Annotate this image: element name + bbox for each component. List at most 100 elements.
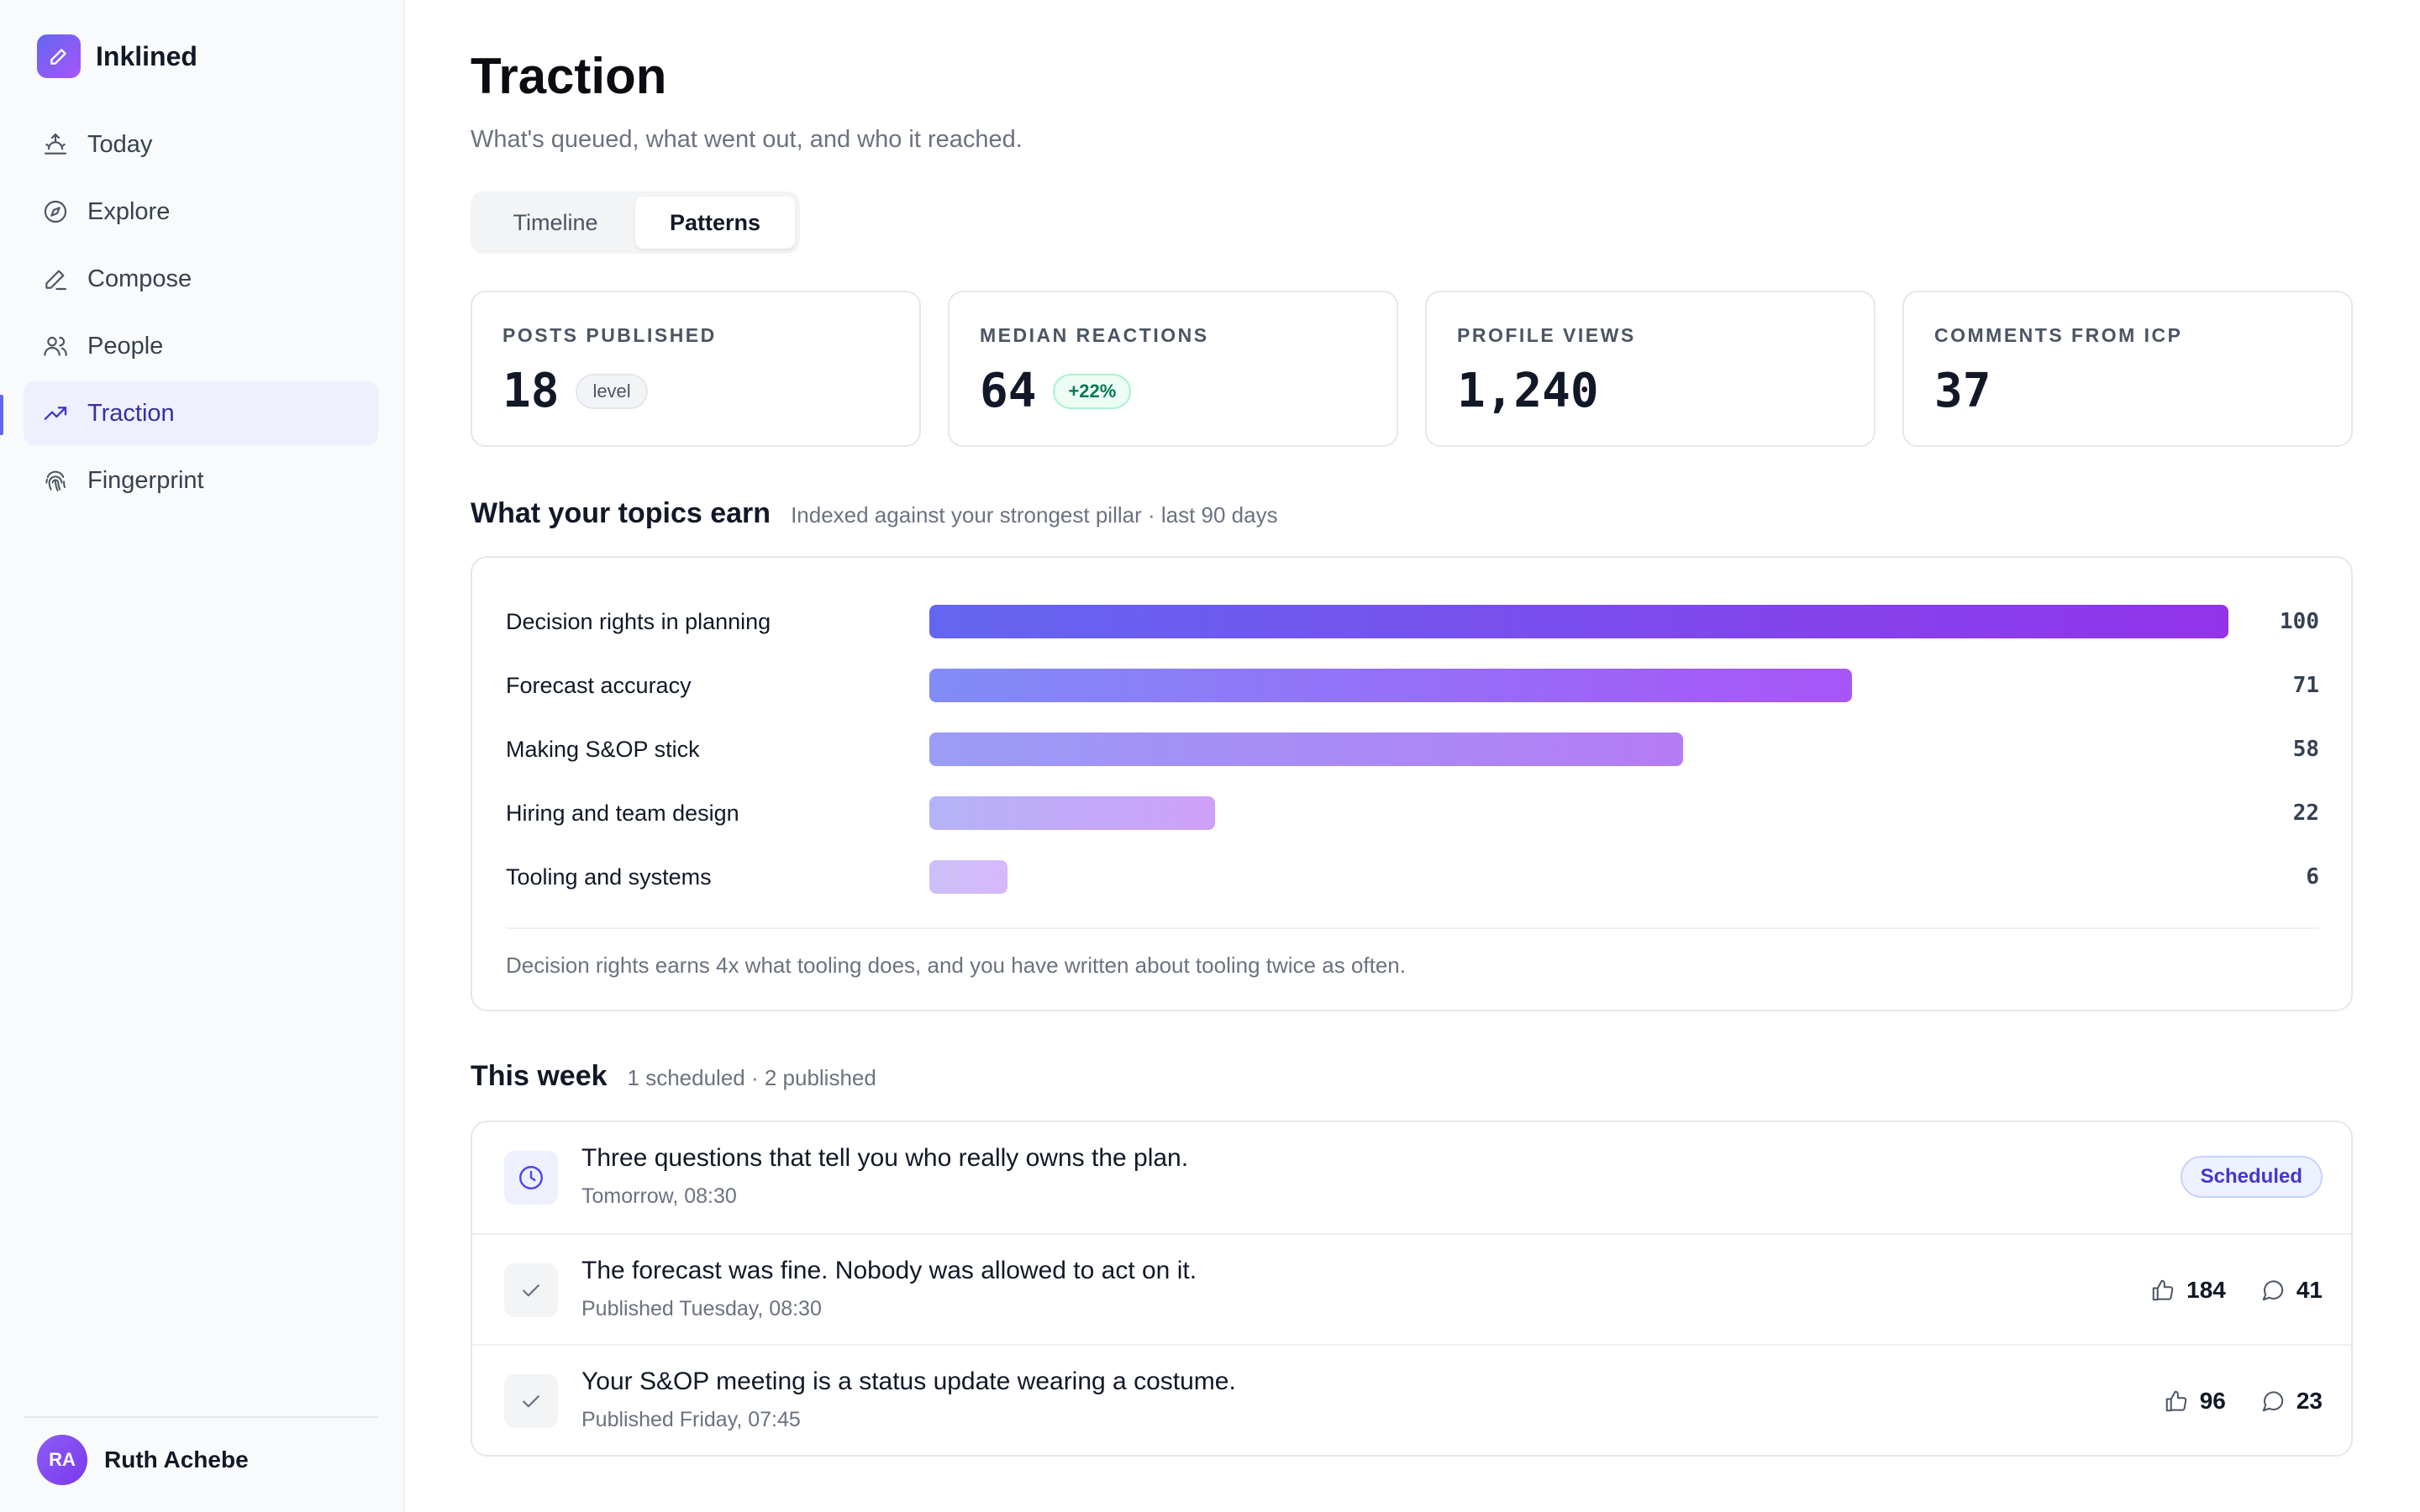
sidebar-item-today[interactable]: Today: [24, 113, 378, 176]
bar-value-label: 100: [2280, 609, 2319, 634]
trending-up-icon: [40, 398, 71, 428]
comments-count: 23: [2296, 1388, 2323, 1414]
bar-label: Making S&OP stick: [506, 737, 700, 762]
sunrise-icon: [40, 129, 71, 160]
post-metrics: 96 23: [2163, 1383, 2323, 1420]
comments-metric: 23: [2260, 1388, 2323, 1415]
status-badge: level: [576, 373, 648, 409]
likes-metric: 184: [2149, 1277, 2226, 1304]
sidebar-item-compose[interactable]: Compose: [24, 247, 378, 311]
bar-track: [929, 732, 2228, 766]
post-title: The forecast was fine. Nobody was allowe…: [581, 1257, 1197, 1284]
stat-card-median-reactions: MEDIAN REACTIONS 64 +22%: [948, 291, 1398, 447]
sidebar-item-people[interactable]: People: [24, 314, 378, 378]
bar-value-label: 71: [2292, 673, 2319, 698]
bar-track: [929, 669, 2228, 702]
week-posts-list: Three questions that tell you who really…: [471, 1121, 2353, 1457]
trend-badge: +22%: [1053, 373, 1132, 409]
sidebar: Inklined Today Explore: [0, 0, 405, 1512]
bar-label: Hiring and team design: [506, 801, 739, 826]
user-name: Ruth Achebe: [104, 1446, 249, 1473]
bar-label: Forecast accuracy: [506, 673, 692, 698]
brand-name: Inklined: [96, 40, 197, 71]
bar: [929, 605, 2228, 638]
fingerprint-icon: [40, 465, 71, 496]
bar: [929, 860, 1007, 894]
sidebar-item-label: People: [87, 332, 164, 360]
thumbs-up-icon: [2163, 1388, 2190, 1415]
topics-chart: Decision rights earns 4x what tooling do…: [471, 556, 2353, 1011]
bar-value-label: 58: [2292, 737, 2319, 762]
bar-value-label: 22: [2292, 801, 2319, 826]
post-title: Three questions that tell you who really…: [581, 1144, 1189, 1172]
sidebar-item-traction[interactable]: Traction: [24, 381, 378, 445]
chart-note: Decision rights earns 4x what tooling do…: [506, 953, 1406, 978]
topics-header: What your topics earn Indexed against yo…: [471, 497, 1278, 530]
likes-metric: 96: [2163, 1388, 2226, 1415]
pen-icon: [40, 264, 71, 294]
comment-icon: [2260, 1388, 2286, 1415]
sidebar-item-explore[interactable]: Explore: [24, 180, 378, 244]
stat-value: 18: [502, 364, 560, 418]
status-badge: Scheduled: [2180, 1156, 2323, 1198]
page-title: Traction: [471, 48, 667, 104]
sidebar-item-label: Explore: [87, 197, 171, 225]
stat-card-comments-from-icp: COMMENTS FROM ICP 37: [1902, 291, 2353, 447]
stat-card-profile-views: PROFILE VIEWS 1,240: [1425, 291, 1876, 447]
week-header: This week 1 scheduled · 2 published: [471, 1060, 876, 1093]
list-item[interactable]: Three questions that tell you who really…: [472, 1122, 2351, 1233]
divider: [24, 1416, 378, 1418]
user-profile[interactable]: RA Ruth Achebe: [37, 1435, 249, 1485]
post-time: Published Friday, 07:45: [581, 1408, 801, 1431]
list-item[interactable]: Your S&OP meeting is a status update wea…: [472, 1344, 2351, 1455]
post-metrics: 184 41: [2149, 1272, 2323, 1309]
sidebar-item-label: Traction: [87, 399, 175, 427]
tab-timeline[interactable]: Timeline: [513, 209, 598, 235]
stat-label: COMMENTS FROM ICP: [1934, 324, 2183, 346]
bar-track: [929, 605, 2228, 638]
page-subtitle: What's queued, what went out, and who it…: [471, 126, 1023, 153]
divider: [506, 927, 2319, 929]
stat-value: 64: [980, 364, 1037, 418]
check-icon: [504, 1374, 558, 1428]
stat-value: 37: [1934, 364, 1991, 418]
bar-value-label: 6: [2306, 864, 2319, 890]
sidebar-item-label: Compose: [87, 265, 192, 292]
bar-row: Decision rights in planning 100: [506, 605, 2319, 638]
sidebar-nav: Today Explore Compose P: [24, 113, 378, 516]
thumbs-up-icon: [2149, 1277, 2176, 1304]
stat-label: PROFILE VIEWS: [1457, 324, 1636, 346]
stat-cards: POSTS PUBLISHED 18 level MEDIAN REACTION…: [471, 291, 2353, 447]
bar: [929, 669, 1852, 702]
sidebar-item-label: Fingerprint: [87, 466, 204, 494]
section-meta: Indexed against your strongest pillar · …: [791, 502, 1278, 528]
check-icon: [504, 1263, 558, 1317]
view-toggle: Timeline Patterns: [471, 192, 800, 254]
users-icon: [40, 331, 71, 361]
bar: [929, 732, 1683, 766]
section-title: This week: [471, 1060, 608, 1092]
bar-track: [929, 860, 2228, 894]
active-nav-indicator: [0, 395, 3, 435]
list-item[interactable]: The forecast was fine. Nobody was allowe…: [472, 1233, 2351, 1344]
bar-row: Tooling and systems 6: [506, 860, 2319, 894]
compass-icon: [40, 197, 71, 227]
bar-row: Making S&OP stick 58: [506, 732, 2319, 766]
section-meta: 1 scheduled · 2 published: [627, 1065, 876, 1090]
stat-label: MEDIAN REACTIONS: [980, 324, 1209, 346]
bar: [929, 796, 1215, 830]
post-title: Your S&OP meeting is a status update wea…: [581, 1368, 1236, 1395]
brand-logo-icon: [37, 34, 81, 78]
stat-label: POSTS PUBLISHED: [502, 324, 717, 346]
stat-value: 1,240: [1457, 364, 1599, 418]
stat-card-posts-published: POSTS PUBLISHED 18 level: [471, 291, 921, 447]
brand[interactable]: Inklined: [37, 34, 197, 78]
sidebar-item-fingerprint[interactable]: Fingerprint: [24, 449, 378, 512]
tab-patterns[interactable]: Patterns: [635, 197, 795, 249]
sidebar-item-label: Today: [87, 130, 153, 158]
bar-track: [929, 796, 2228, 830]
bar-row: Hiring and team design 22: [506, 796, 2319, 830]
clock-icon: [504, 1151, 558, 1205]
comments-metric: 41: [2260, 1277, 2323, 1304]
comment-icon: [2260, 1277, 2286, 1304]
